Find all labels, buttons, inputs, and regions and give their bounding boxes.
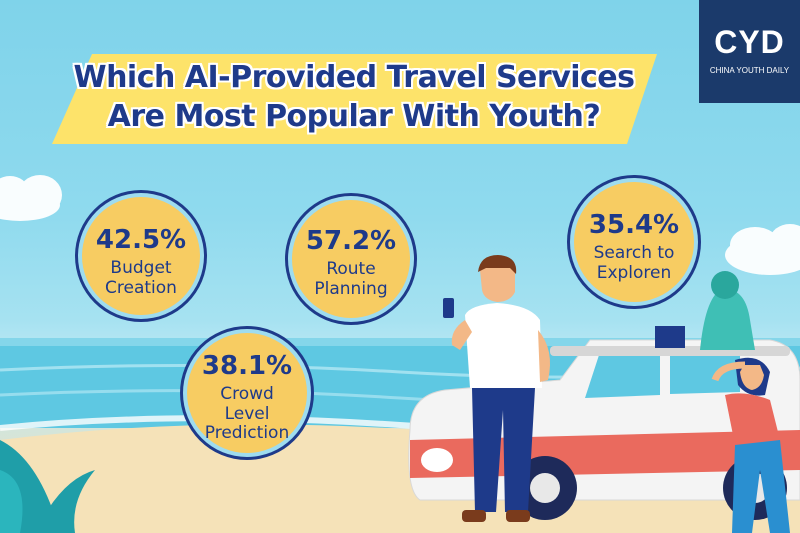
palm-leaves	[0, 440, 95, 533]
banner-shape	[52, 54, 657, 144]
person-laptop-illustration	[655, 271, 755, 350]
stat-label-line: Route	[326, 259, 376, 279]
stat-route-planning: 57.2% Route Planning	[292, 200, 410, 318]
cyd-logo: CYD CHINA YOUTH DAILY	[699, 0, 800, 103]
stat-value: 57.2%	[305, 226, 397, 256]
stat-label-line: Exploren	[596, 262, 672, 283]
title-line-2: Are Most Popular With Youth?	[107, 99, 601, 134]
stat-value: 35.4%	[588, 210, 680, 240]
logo-subtext: CHINA YOUTH DAILY	[709, 66, 790, 75]
stat-search-to-explore: 35.4% Search to Exploren	[574, 182, 694, 302]
stat-label-line: Crowd	[220, 384, 274, 404]
cloud-left	[0, 175, 62, 221]
stat-label-line: Prediction	[204, 423, 290, 444]
stat-label-line: Creation	[105, 277, 177, 298]
title-line-1: Which AI-Provided Travel Services	[73, 60, 635, 95]
title-banner: Which AI-Provided Travel Services Are Mo…	[52, 52, 657, 148]
logo-text: CYD	[714, 24, 785, 60]
stat-crowd-level-prediction: 38.1% Crowd Level Prediction	[187, 333, 307, 453]
stat-value: 42.5%	[95, 225, 187, 255]
stat-label-line: Search to	[593, 243, 675, 263]
man-illustration	[443, 255, 551, 522]
stat-label-line: Budget	[110, 258, 172, 278]
woman-illustration	[711, 357, 790, 533]
stat-label-line: Level	[224, 403, 270, 424]
stat-value: 38.1%	[201, 351, 293, 381]
cloud-right	[725, 224, 800, 275]
stat-budget-creation: 42.5% Budget Creation	[82, 197, 200, 315]
stat-label-line: Planning	[314, 278, 388, 299]
